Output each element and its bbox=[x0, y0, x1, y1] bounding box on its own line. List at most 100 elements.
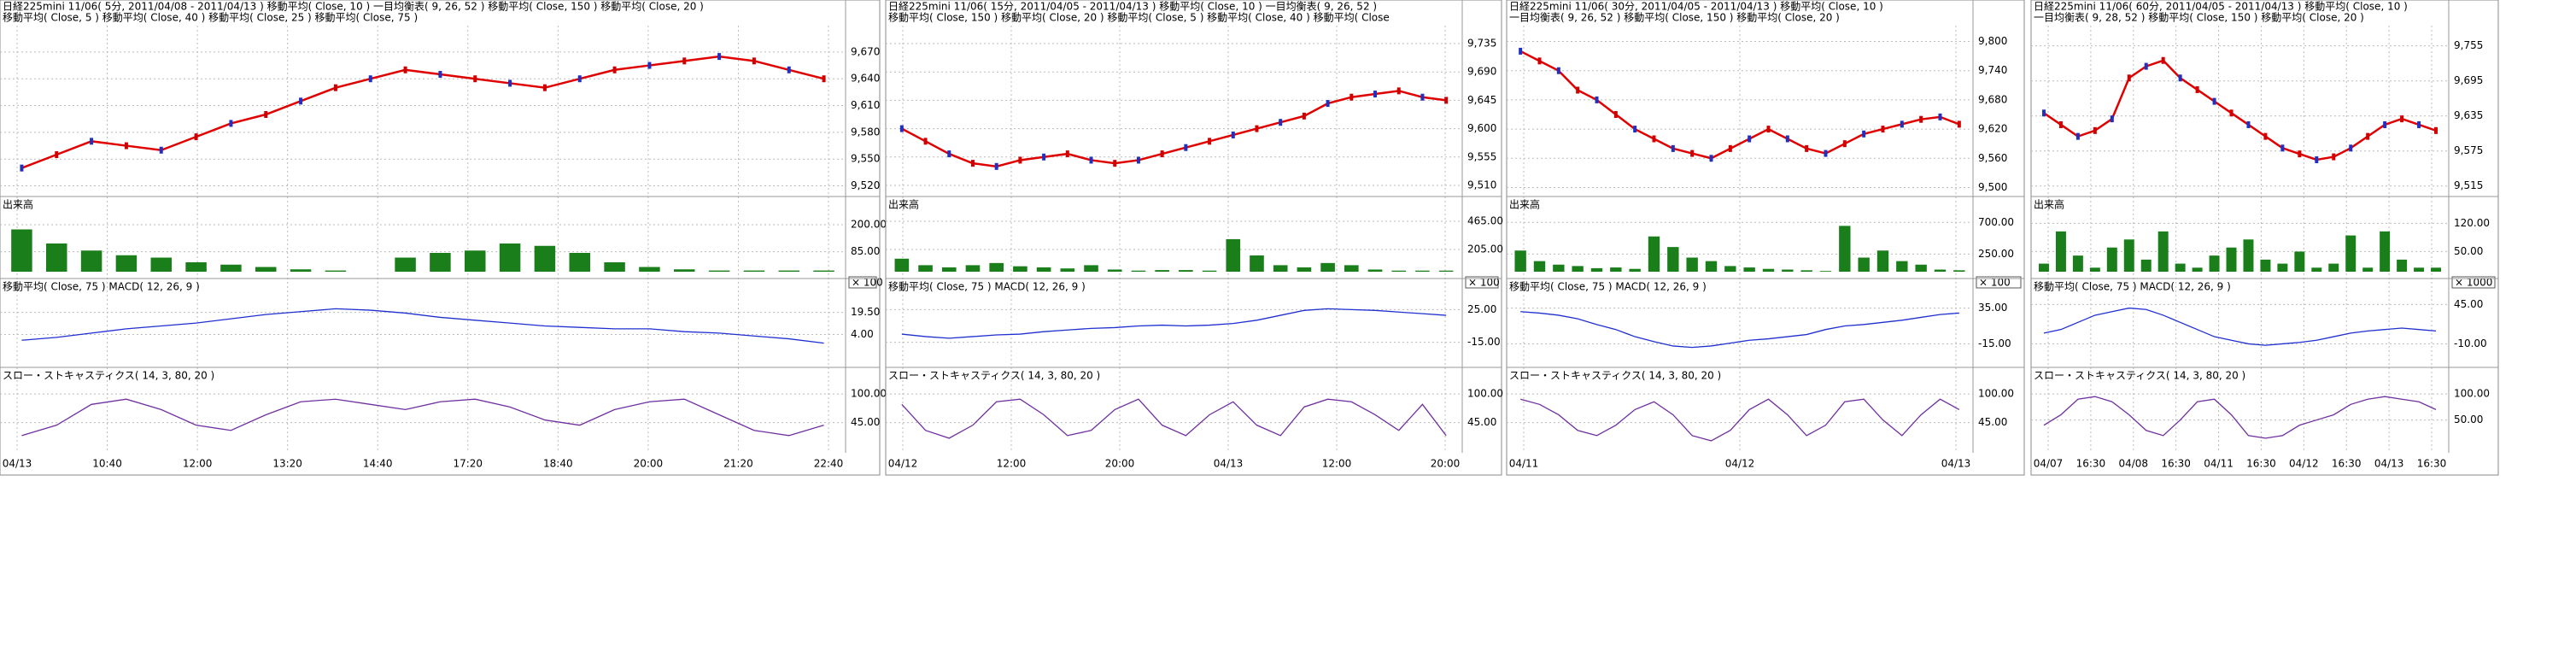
x-tick-label: 04/13 bbox=[2374, 458, 2404, 470]
y-tick-label: 465.00 bbox=[1467, 214, 1503, 226]
x-tick-label: 04/08 bbox=[2118, 458, 2148, 470]
candle bbox=[1613, 111, 1618, 118]
volume-bar bbox=[1367, 269, 1383, 272]
y-tick-label: -10.00 bbox=[2454, 337, 2487, 349]
y-tick-label: 9,555 bbox=[1467, 150, 1496, 162]
panel-frame bbox=[2030, 0, 2499, 476]
volume-bar bbox=[1953, 270, 1965, 272]
volume-bar bbox=[1202, 270, 1217, 272]
volume-bar bbox=[185, 262, 207, 272]
section-header: 移動平均( Close, 75 ) MACD( 12, 26, 9 ) bbox=[2034, 281, 2231, 293]
volume-bar bbox=[918, 265, 933, 272]
volume-bar bbox=[2209, 255, 2220, 272]
section-header: 移動平均( Close, 75 ) MACD( 12, 26, 9 ) bbox=[3, 281, 200, 293]
volume-bar bbox=[708, 270, 730, 272]
section-header: 出来高 bbox=[3, 198, 33, 211]
volume-bar bbox=[1896, 261, 1908, 272]
y-tick-label: 120.00 bbox=[2454, 217, 2490, 229]
unit-box bbox=[848, 276, 877, 289]
x-tick-label: 16:30 bbox=[2332, 458, 2362, 470]
y-tick-label: 9,635 bbox=[2454, 109, 2483, 121]
y-tick-label: 9,550 bbox=[851, 153, 880, 165]
candle bbox=[1881, 126, 1885, 133]
candle bbox=[1805, 144, 1809, 152]
candle bbox=[2280, 144, 2285, 152]
section-header: スロー・ストキャスティクス( 14, 3, 80, 20 ) bbox=[2034, 370, 2245, 382]
section-header: 出来高 bbox=[888, 198, 919, 211]
candle bbox=[1373, 91, 1378, 98]
x-tick-label: 04/07 bbox=[2034, 458, 2064, 470]
y-tick-label: 9,515 bbox=[2454, 179, 2483, 191]
volume-bar bbox=[290, 269, 312, 272]
section-header: 出来高 bbox=[1509, 198, 1540, 211]
volume-bar bbox=[1438, 270, 1454, 272]
volume-bar bbox=[1858, 257, 1870, 272]
volume-bar bbox=[2055, 231, 2066, 272]
panel-header: 日経225mini 11/06( 60分, 2011/04/05 - 2011/… bbox=[2034, 1, 2408, 13]
stoch-line bbox=[1519, 398, 1960, 442]
y-tick-label: 50.00 bbox=[2454, 245, 2483, 257]
volume-bar bbox=[2243, 239, 2254, 272]
candle bbox=[438, 71, 442, 78]
candle bbox=[947, 150, 951, 158]
volume-bar bbox=[2123, 239, 2134, 272]
candle bbox=[2434, 126, 2438, 134]
candle bbox=[822, 75, 826, 83]
panel-header: 移動平均( Close, 150 ) 移動平均( Close, 20 ) 移動平… bbox=[888, 12, 1390, 24]
candle bbox=[2349, 144, 2353, 152]
volume-bar bbox=[1553, 264, 1565, 272]
unit-box bbox=[1465, 276, 1499, 289]
volume-bar bbox=[220, 264, 242, 272]
candle bbox=[1957, 120, 1961, 128]
x-tick-label: 04/11 bbox=[2204, 458, 2234, 470]
volume-bar bbox=[1800, 270, 1812, 272]
candle bbox=[1519, 47, 1523, 55]
candle bbox=[2332, 153, 2336, 161]
y-tick-label: -15.00 bbox=[1978, 337, 2011, 349]
candle bbox=[2075, 132, 2080, 140]
price-line bbox=[1519, 50, 1960, 160]
y-tick-label: 9,740 bbox=[1978, 64, 2007, 76]
y-tick-label: 100.00 bbox=[2454, 388, 2490, 400]
volume-bar bbox=[499, 243, 521, 272]
volume-bar bbox=[1344, 265, 1359, 272]
x-tick-label: 10:40 bbox=[92, 458, 122, 470]
volume-bar bbox=[2175, 263, 2186, 272]
candle bbox=[333, 84, 337, 91]
y-tick-label: 45.00 bbox=[1978, 416, 2007, 428]
volume-bar bbox=[325, 270, 347, 272]
y-tick-label: 35.00 bbox=[1978, 302, 2007, 314]
x-tick-label: 20:00 bbox=[634, 458, 664, 470]
volume-bar bbox=[1572, 266, 1584, 272]
y-tick-label: 9,580 bbox=[851, 126, 880, 138]
candle bbox=[1938, 113, 1942, 120]
candle bbox=[2212, 97, 2216, 105]
volume-bar bbox=[941, 267, 957, 272]
candle bbox=[1231, 131, 1235, 138]
volume-bar bbox=[1273, 265, 1288, 272]
x-tick-label: 04/12 bbox=[2289, 458, 2319, 470]
volume-bar bbox=[1724, 266, 1736, 272]
y-tick-label: 9,755 bbox=[2454, 39, 2483, 51]
candle bbox=[1302, 112, 1306, 120]
volume-bar bbox=[2414, 267, 2425, 272]
y-tick-label: 9,520 bbox=[851, 179, 880, 191]
candle bbox=[1919, 115, 1923, 123]
panel-header: 一目均衡表( 9, 26, 52 ) 移動平均( Close, 150 ) 移動… bbox=[1509, 12, 1840, 24]
y-tick-label: 45.00 bbox=[1467, 416, 1496, 428]
x-tick-label: 16:30 bbox=[2417, 458, 2447, 470]
y-tick-label: 100.00 bbox=[1978, 388, 2014, 400]
volume-bar bbox=[2226, 247, 2237, 272]
candle bbox=[1633, 126, 1637, 133]
candle bbox=[2246, 120, 2251, 128]
volume-bar bbox=[255, 267, 277, 272]
volume-bar bbox=[1179, 270, 1193, 272]
volume-bar bbox=[2140, 259, 2152, 272]
candle bbox=[1576, 86, 1580, 94]
y-tick-label: 200.00 bbox=[851, 219, 887, 231]
candle bbox=[2058, 120, 2063, 128]
volume-bar bbox=[2311, 267, 2322, 272]
candle bbox=[2041, 109, 2046, 117]
candle bbox=[2127, 74, 2131, 82]
candle bbox=[1444, 97, 1449, 104]
